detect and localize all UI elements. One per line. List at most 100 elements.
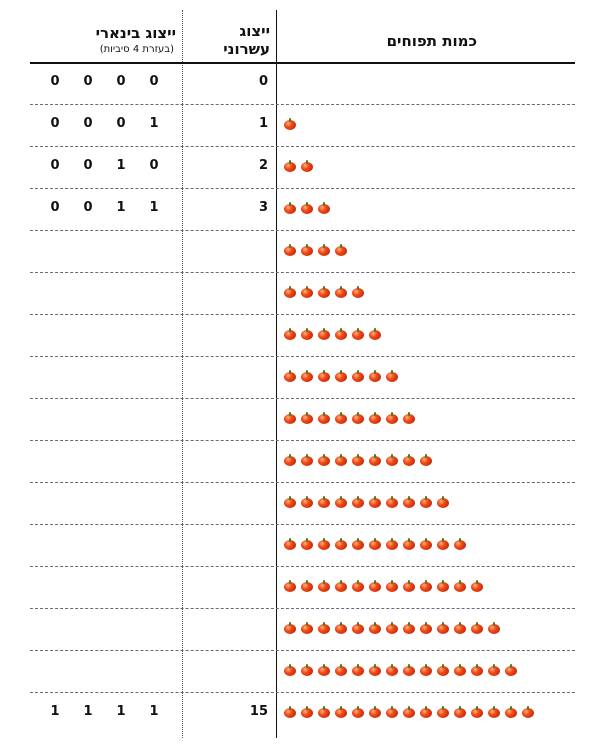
apple-icon	[301, 454, 313, 466]
apple-icon	[318, 412, 330, 424]
row-divider	[30, 482, 575, 483]
row-divider	[30, 356, 575, 357]
binary-bit: 0	[83, 74, 93, 89]
binary-bit: 0	[50, 74, 60, 89]
apple-icon	[420, 664, 432, 676]
apple-icon	[284, 118, 296, 130]
apple-icon	[335, 454, 347, 466]
row-divider	[30, 608, 575, 609]
apple-icon	[488, 706, 500, 718]
apple-icon	[318, 286, 330, 298]
apple-icon	[301, 370, 313, 382]
apple-icon	[284, 580, 296, 592]
decimal-value: 15	[249, 704, 268, 719]
apple-icon	[386, 622, 398, 634]
apple-icon	[301, 160, 313, 172]
apple-icon	[403, 538, 415, 550]
binary-bit: 1	[149, 116, 159, 131]
apple-icon	[335, 328, 347, 340]
apple-group	[284, 622, 500, 636]
apple-group	[284, 706, 534, 720]
apple-icon	[318, 328, 330, 340]
apple-icon	[437, 706, 449, 718]
apple-icon	[437, 580, 449, 592]
apple-icon	[403, 622, 415, 634]
apple-icon	[335, 496, 347, 508]
apple-icon	[335, 664, 347, 676]
apple-icon	[471, 706, 483, 718]
apple-icon	[318, 706, 330, 718]
apple-icon	[437, 496, 449, 508]
apple-icon	[301, 412, 313, 424]
apple-icon	[335, 622, 347, 634]
binary-header-subtitle: (בעזרת 4 סיביות)	[99, 44, 174, 55]
apple-icon	[318, 244, 330, 256]
binary-bit: 1	[116, 200, 126, 215]
apple-icon	[420, 454, 432, 466]
apple-icon	[318, 202, 330, 214]
apple-group	[284, 412, 415, 426]
row-divider	[30, 188, 575, 189]
apple-icon	[335, 370, 347, 382]
binary-bit: 1	[149, 200, 159, 215]
apple-icon	[301, 286, 313, 298]
apple-icon	[335, 412, 347, 424]
apple-icon	[284, 412, 296, 424]
apple-icon	[488, 664, 500, 676]
apple-group	[284, 664, 517, 678]
apple-group	[284, 454, 432, 468]
apple-icon	[335, 244, 347, 256]
apple-icon	[369, 328, 381, 340]
binary-bit: 1	[116, 704, 126, 719]
apple-icon	[505, 664, 517, 676]
apple-icon	[403, 496, 415, 508]
apple-icon	[386, 454, 398, 466]
apple-group	[284, 370, 398, 384]
apple-icon	[369, 664, 381, 676]
row-divider	[30, 314, 575, 315]
decimal-value: 2	[258, 158, 268, 173]
apple-icon	[335, 538, 347, 550]
apple-group	[284, 496, 449, 510]
apple-icon	[369, 370, 381, 382]
apple-icon	[403, 412, 415, 424]
apple-icon	[301, 580, 313, 592]
apple-group	[284, 160, 313, 174]
apple-icon	[386, 706, 398, 718]
binary-bit: 0	[116, 116, 126, 131]
binary-bit: 0	[83, 200, 93, 215]
apple-group	[284, 538, 466, 552]
apple-icon	[284, 496, 296, 508]
apple-icon	[437, 622, 449, 634]
apple-icon	[386, 412, 398, 424]
binary-bit: 1	[83, 704, 93, 719]
apple-icon	[505, 706, 517, 718]
decimal-value: 1	[258, 116, 268, 131]
apple-icon	[420, 538, 432, 550]
apple-icon	[352, 454, 364, 466]
apple-icon	[386, 370, 398, 382]
apple-group	[284, 286, 364, 300]
quantity-header: כמות תפוחים	[386, 32, 477, 50]
row-divider	[30, 650, 575, 651]
apple-icon	[437, 538, 449, 550]
apple-icon	[335, 286, 347, 298]
apple-icon	[352, 412, 364, 424]
apple-group	[284, 244, 347, 258]
apple-icon	[352, 286, 364, 298]
apple-icon	[301, 496, 313, 508]
apple-icon	[352, 706, 364, 718]
apple-icon	[284, 202, 296, 214]
apple-icon	[301, 664, 313, 676]
apple-icon	[284, 160, 296, 172]
apple-icon	[301, 622, 313, 634]
apple-icon	[454, 706, 466, 718]
binary-bit: 1	[116, 158, 126, 173]
apple-icon	[471, 664, 483, 676]
apple-icon	[471, 580, 483, 592]
row-divider	[30, 230, 575, 231]
apple-icon	[284, 244, 296, 256]
binary-bit: 0	[149, 74, 159, 89]
apple-icon	[284, 706, 296, 718]
apple-icon	[284, 286, 296, 298]
